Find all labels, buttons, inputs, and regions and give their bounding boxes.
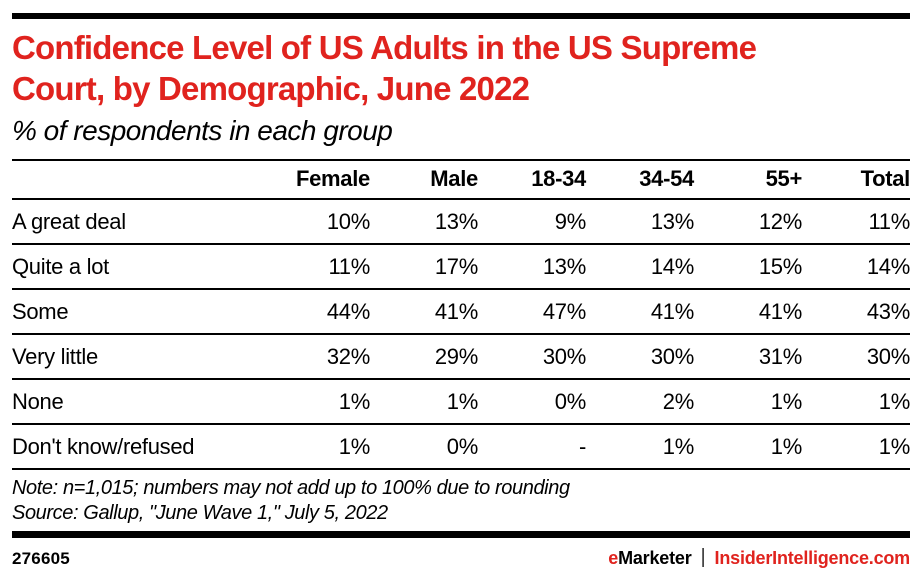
row-label: Very little <box>12 334 262 380</box>
cell-value: 31% <box>694 334 802 380</box>
cell-value: 1% <box>262 424 370 470</box>
chart-subtitle: % of respondents in each group <box>12 115 393 146</box>
source-text: Source: Gallup, "June Wave 1," July 5, 2… <box>12 502 388 524</box>
cell-value: 1% <box>694 379 802 425</box>
cell-value: 1% <box>802 424 910 470</box>
cell-value: 0% <box>478 379 586 425</box>
cell-value: 29% <box>370 334 478 380</box>
cell-value: 12% <box>694 199 802 245</box>
column-header: Total <box>802 159 910 200</box>
cell-value: 0% <box>370 424 478 470</box>
row-label: Quite a lot <box>12 244 262 290</box>
table-row: Don't know/refused 1% 0% -1% 1% 1% <box>12 424 910 470</box>
column-header: 34-54 <box>586 159 694 200</box>
cell-value: 41% <box>694 289 802 335</box>
row-label: A great deal <box>12 199 262 245</box>
cell-value: 30% <box>478 334 586 380</box>
cell-value: - <box>478 424 586 470</box>
column-header: Female <box>262 159 370 200</box>
row-label: Don't know/refused <box>12 424 262 470</box>
cell-value: 44% <box>262 289 370 335</box>
cell-value: 17% <box>370 244 478 290</box>
cell-value: 11% <box>802 199 910 245</box>
table-row: Quite a lot 11% 17% 13% 14% 15% 14% <box>12 244 910 290</box>
cell-value: 1% <box>802 379 910 425</box>
table-body: A great deal 10% 13% 9% 13% 12% 11% Quite a lot… <box>12 199 910 470</box>
cell-value: 13% <box>478 244 586 290</box>
row-label: None <box>12 379 262 425</box>
column-header: 18-34 <box>478 159 586 200</box>
table-row: None 1% 1% 0% 2% 1% 1% <box>12 379 910 425</box>
insider-intelligence-url: InsiderIntelligence.com <box>714 548 911 568</box>
cell-value: 41% <box>370 289 478 335</box>
column-header: Male <box>370 159 478 200</box>
emarketer-logo-e: e <box>608 548 619 568</box>
chart-title-line1: Confidence Level of US Adults in the US … <box>12 29 757 66</box>
cell-value: 13% <box>370 199 478 245</box>
cell-value: 14% <box>802 244 910 290</box>
corner-cell <box>12 159 262 200</box>
cell-value: 1% <box>694 424 802 470</box>
cell-value: 43% <box>802 289 910 335</box>
emarketer-logo-rest: Marketer <box>618 548 692 568</box>
table-header-row: Female Male 18-34 34-54 55+ Total <box>12 159 910 200</box>
row-label: Some <box>12 289 262 335</box>
bottom-rule <box>12 531 910 538</box>
cell-value: 13% <box>586 199 694 245</box>
brand-separator: | <box>700 546 706 568</box>
footnotes: Note: n=1,015; numbers may not add up to… <box>12 476 910 526</box>
cell-value: 41% <box>586 289 694 335</box>
cell-value: 15% <box>694 244 802 290</box>
chart-title: Confidence Level of US Adults in the US … <box>12 27 910 109</box>
cell-value: 30% <box>802 334 910 380</box>
brand-lockup: eMarketer | InsiderIntelligence.com <box>608 546 911 570</box>
table-row: Very little 32% 29% 30% 30% 31% 30% <box>12 334 910 380</box>
cell-value: 47% <box>478 289 586 335</box>
top-rule <box>12 13 910 19</box>
note-text: Note: n=1,015; numbers may not add up to… <box>12 477 570 499</box>
cell-value: 30% <box>586 334 694 380</box>
cell-value: 11% <box>262 244 370 290</box>
footer: 276605 eMarketer | InsiderIntelligence.c… <box>12 546 911 570</box>
column-header: 55+ <box>694 159 802 200</box>
cell-value: 32% <box>262 334 370 380</box>
cell-value: 10% <box>262 199 370 245</box>
emarketer-logo: eMarketer <box>608 548 691 569</box>
cell-value: 2% <box>586 379 694 425</box>
demographics-table: Female Male 18-34 34-54 55+ Total A great dea… <box>12 159 910 470</box>
chart-title-line2: Court, by Demographic, June 2022 <box>12 70 530 107</box>
table-row: A great deal 10% 13% 9% 13% 12% 11% <box>12 199 910 245</box>
cell-value: 1% <box>586 424 694 470</box>
cell-value: 14% <box>586 244 694 290</box>
cell-value: 9% <box>478 199 586 245</box>
table-row: Some 44% 41% 47% 41% 41% 43% <box>12 289 910 335</box>
cell-value: 1% <box>262 379 370 425</box>
cell-value: 1% <box>370 379 478 425</box>
chart-id: 276605 <box>12 548 70 568</box>
